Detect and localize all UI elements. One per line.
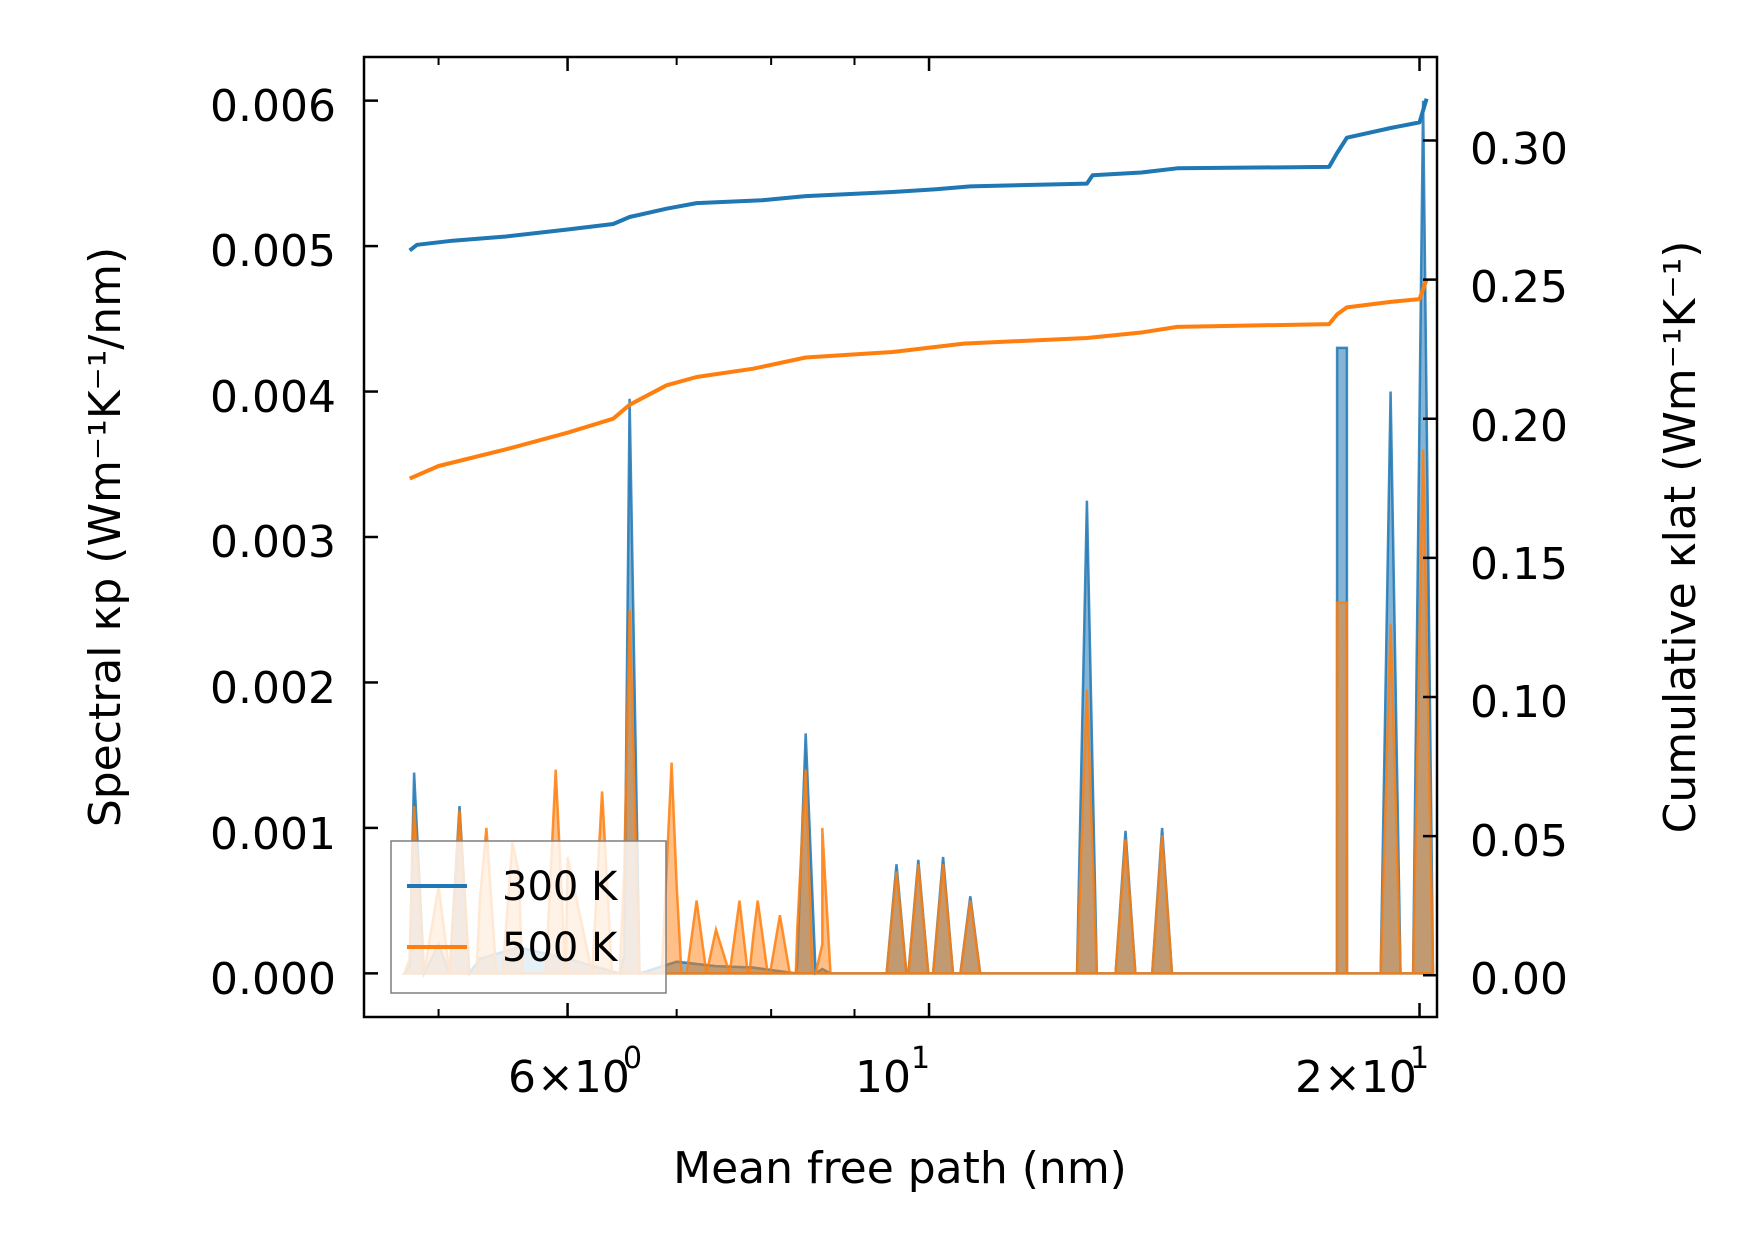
cumulative-line-300k [408, 98, 1429, 252]
y-left-tick-5: 0.005 [210, 226, 336, 277]
x-axis-title: Mean free path (nm) [673, 1143, 1127, 1194]
y-right-axis-title: Cumulative κlat (Wm⁻¹K⁻¹) [1655, 241, 1706, 834]
x-tick-times-20: ×10 [1324, 1052, 1417, 1103]
y-right-tick-1: 0.05 [1470, 816, 1568, 867]
y-right-tick-2: 0.10 [1470, 677, 1568, 728]
y-right-tick-0: 0.00 [1470, 954, 1568, 1005]
y-right-tick-4: 0.20 [1470, 401, 1568, 452]
x-tick-exponent-6: 0 [623, 1041, 642, 1076]
legend-box [390, 840, 667, 994]
ticks-layer [364, 57, 1437, 1017]
x-tick-exponent-20: 1 [1410, 1041, 1429, 1076]
cumulative-line-500k [408, 278, 1429, 481]
y-right-tick-5: 0.25 [1470, 262, 1568, 313]
y-left-tick-6: 0.006 [210, 81, 336, 132]
cumulative-layer [408, 98, 1429, 481]
legend-label-500k: 500 K [502, 925, 619, 971]
y-left-tick-0: 0.000 [210, 954, 336, 1005]
x-tick-label-20: 2 [1295, 1052, 1323, 1103]
y-right-tick-3: 0.15 [1470, 539, 1568, 590]
y-left-tick-3: 0.003 [210, 517, 336, 568]
x-tick-label-6: 6 [508, 1052, 536, 1103]
y-left-tick-1: 0.001 [210, 809, 336, 860]
y-left-tick-2: 0.002 [210, 663, 336, 714]
y-right-tick-6: 0.30 [1470, 124, 1568, 175]
legend: 300 K 500 K [390, 840, 667, 994]
x-tick-label-10: 10 [855, 1052, 911, 1103]
legend-label-300k: 300 K [502, 864, 619, 910]
x-tick-times-6: ×10 [537, 1052, 630, 1103]
y-left-axis-title: Spectral κp (Wm⁻¹K⁻¹/nm) [80, 247, 131, 827]
x-tick-exponent-10: 1 [911, 1041, 930, 1076]
y-left-tick-4: 0.004 [210, 372, 336, 423]
